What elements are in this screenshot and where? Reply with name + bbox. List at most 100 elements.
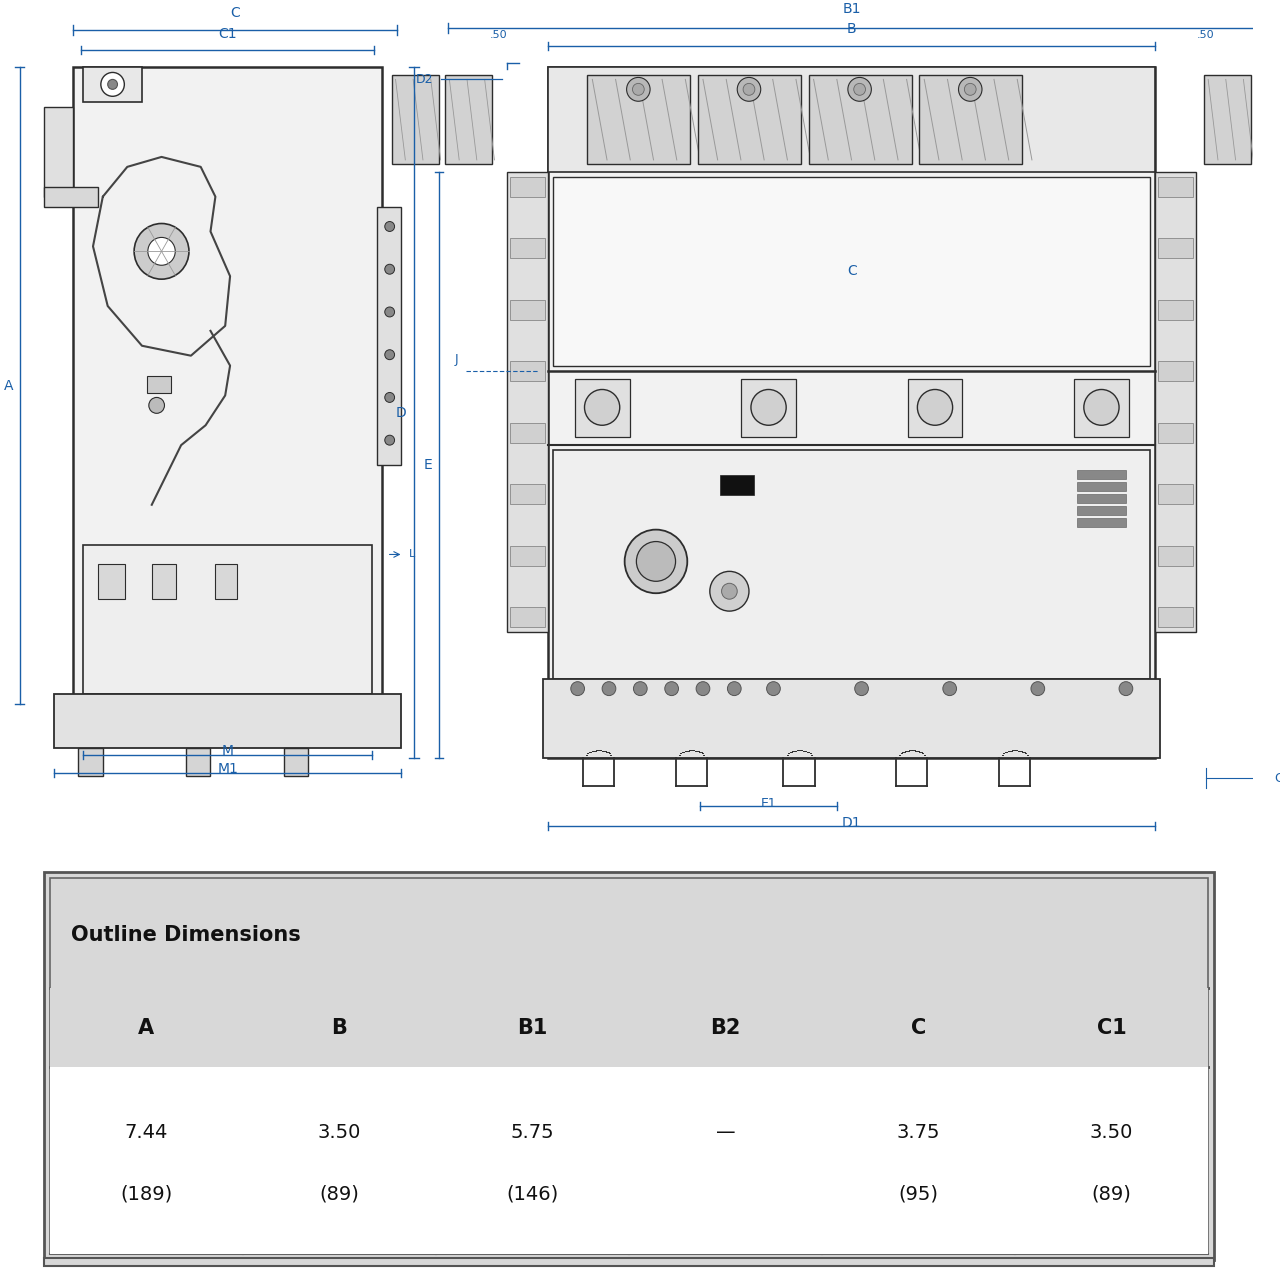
Text: Outline Dimensions: Outline Dimensions — [72, 926, 301, 945]
Circle shape — [943, 682, 956, 696]
Bar — [511, 484, 545, 504]
Bar — [698, 75, 801, 163]
Bar — [511, 607, 545, 627]
Circle shape — [964, 83, 977, 96]
Bar — [1156, 172, 1197, 632]
Text: M1: M1 — [218, 762, 238, 776]
Circle shape — [385, 306, 394, 317]
Bar — [445, 75, 493, 163]
Bar — [507, 172, 548, 632]
Text: C: C — [847, 264, 856, 278]
Circle shape — [854, 83, 865, 96]
Bar — [54, 693, 402, 748]
Text: A: A — [4, 378, 14, 392]
Bar — [186, 748, 210, 776]
Bar — [511, 176, 545, 197]
Circle shape — [147, 238, 175, 266]
Text: C1: C1 — [1097, 1018, 1126, 1037]
Circle shape — [585, 389, 620, 425]
Bar — [919, 75, 1023, 163]
Bar — [215, 564, 237, 599]
Text: .50: .50 — [489, 29, 507, 40]
Text: (146): (146) — [507, 1185, 558, 1204]
Text: 7.44: 7.44 — [124, 1124, 168, 1142]
Text: G: G — [1275, 771, 1280, 784]
Bar — [1076, 494, 1126, 503]
Bar — [1158, 607, 1193, 627]
Text: L: L — [410, 549, 416, 559]
Bar — [719, 475, 754, 494]
Bar — [809, 75, 911, 163]
Bar — [1076, 481, 1126, 490]
Bar — [1204, 75, 1252, 163]
Text: D2: D2 — [416, 73, 434, 86]
Circle shape — [625, 530, 687, 594]
Bar — [44, 872, 1213, 1260]
Bar — [511, 239, 545, 258]
Bar — [1258, 75, 1280, 163]
Text: B1: B1 — [517, 1018, 548, 1037]
Circle shape — [134, 223, 189, 280]
Text: E: E — [424, 458, 433, 472]
Circle shape — [148, 397, 165, 414]
Circle shape — [632, 83, 644, 96]
Bar — [44, 107, 73, 197]
Circle shape — [664, 682, 678, 696]
Text: A: A — [138, 1018, 155, 1037]
Circle shape — [847, 78, 872, 101]
Text: —: — — [716, 1124, 736, 1142]
Bar — [50, 988, 1208, 1068]
Circle shape — [385, 350, 394, 360]
Circle shape — [751, 389, 786, 425]
Circle shape — [696, 682, 710, 696]
Circle shape — [737, 78, 760, 101]
Text: B2: B2 — [710, 1018, 741, 1037]
Text: (89): (89) — [1092, 1185, 1132, 1204]
Bar — [511, 545, 545, 566]
Bar — [50, 1068, 1208, 1254]
Text: (89): (89) — [320, 1185, 360, 1204]
Bar — [147, 375, 172, 393]
Circle shape — [767, 682, 781, 696]
Bar — [1158, 545, 1193, 566]
Circle shape — [636, 541, 676, 581]
Text: 3.50: 3.50 — [317, 1124, 361, 1142]
Bar — [741, 378, 796, 437]
Text: B: B — [332, 1018, 347, 1037]
Text: M: M — [221, 744, 234, 759]
Text: B: B — [847, 22, 856, 36]
Bar — [511, 300, 545, 319]
Bar — [50, 879, 1208, 1254]
Bar — [83, 68, 142, 102]
Circle shape — [627, 78, 650, 101]
Bar — [588, 75, 690, 163]
Bar — [44, 186, 97, 207]
Circle shape — [101, 73, 124, 96]
Bar — [544, 678, 1160, 759]
Text: .50: .50 — [1197, 29, 1213, 40]
Circle shape — [385, 435, 394, 446]
Text: B1: B1 — [842, 1, 861, 15]
Bar — [548, 68, 1156, 172]
Text: 3.50: 3.50 — [1091, 1124, 1133, 1142]
Circle shape — [1084, 389, 1119, 425]
Bar — [97, 564, 125, 599]
Circle shape — [385, 264, 394, 275]
Text: C1: C1 — [219, 27, 237, 41]
Bar — [1158, 176, 1193, 197]
Bar — [392, 75, 439, 163]
Bar — [1158, 300, 1193, 319]
Bar — [376, 207, 402, 465]
Circle shape — [634, 682, 648, 696]
Bar — [1158, 423, 1193, 443]
Bar — [1076, 470, 1126, 479]
Circle shape — [385, 221, 394, 231]
Text: C: C — [911, 1018, 927, 1037]
Bar — [1076, 506, 1126, 515]
Circle shape — [959, 78, 982, 101]
Bar — [1158, 239, 1193, 258]
Text: 5.75: 5.75 — [511, 1124, 554, 1142]
Bar — [553, 450, 1151, 678]
Circle shape — [108, 79, 118, 89]
Circle shape — [727, 682, 741, 696]
